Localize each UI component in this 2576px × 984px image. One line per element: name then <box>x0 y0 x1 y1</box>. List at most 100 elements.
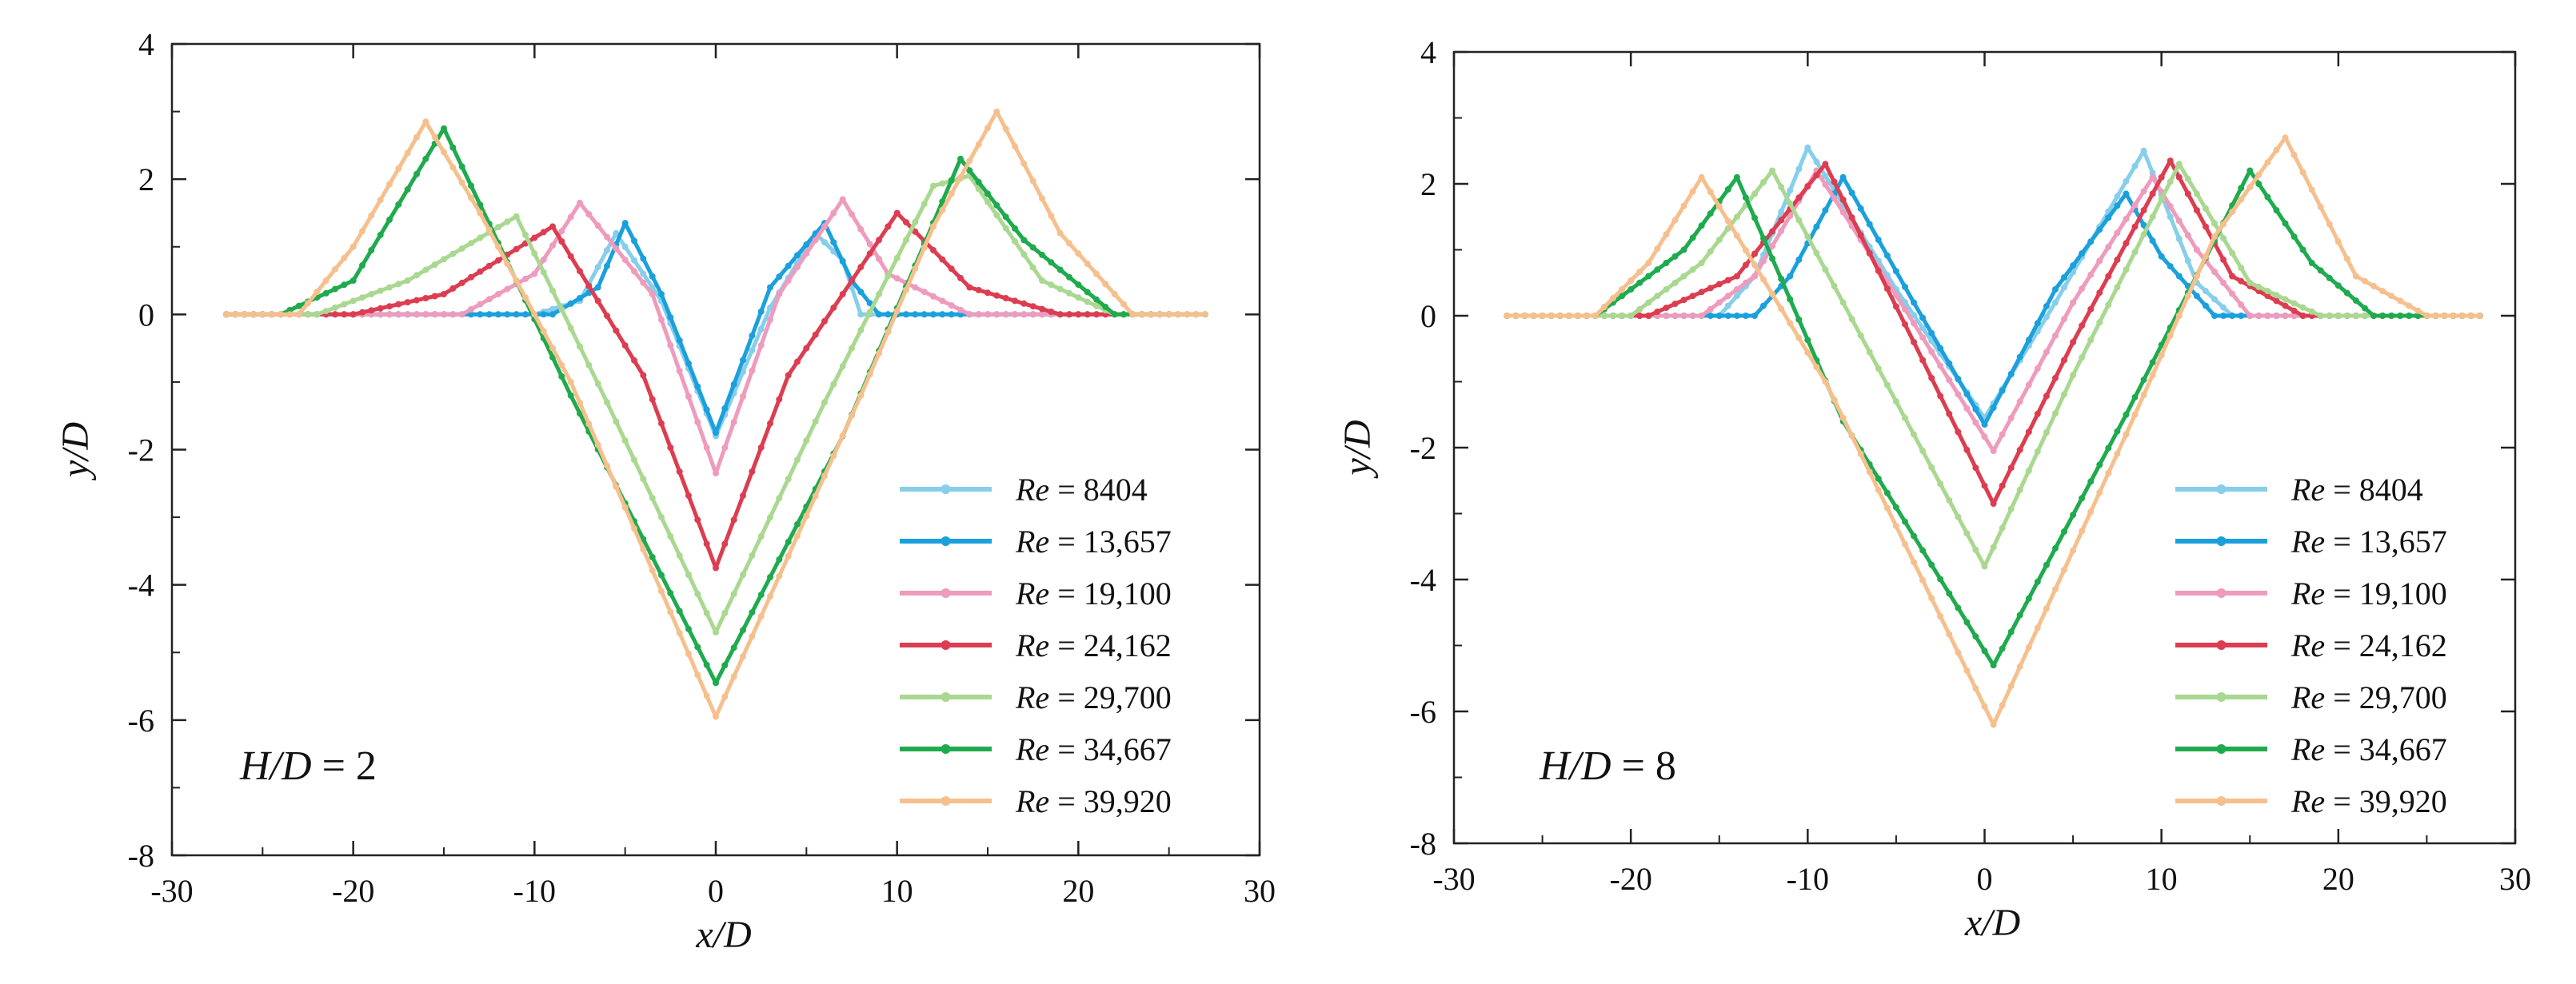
data-point <box>495 311 501 318</box>
data-point <box>2123 431 2130 438</box>
data-point <box>966 157 973 165</box>
data-point <box>2308 308 2315 315</box>
data-point <box>2211 233 2218 240</box>
data-point <box>1831 178 1838 185</box>
legend-re-value: = 34,667 <box>2325 731 2447 767</box>
data-point <box>948 311 955 318</box>
data-point <box>1911 299 1917 306</box>
data-point <box>431 293 438 300</box>
data-point <box>1012 143 1018 150</box>
data-point <box>885 273 892 280</box>
data-point <box>1148 311 1154 318</box>
data-point <box>966 311 973 318</box>
data-point <box>993 311 1000 318</box>
data-point <box>1919 325 1927 332</box>
data-point <box>1724 313 1731 319</box>
data-point <box>1937 480 1944 488</box>
data-point <box>1760 257 1767 265</box>
data-point <box>1039 305 1045 313</box>
data-point <box>749 347 756 354</box>
data-point <box>1093 302 1100 309</box>
data-point <box>2203 205 2209 212</box>
data-point <box>513 245 520 253</box>
data-point <box>359 228 365 235</box>
data-point <box>2052 299 2059 306</box>
data-point <box>1627 277 1635 284</box>
data-point <box>912 218 919 225</box>
data-point <box>1778 184 1785 191</box>
data-point <box>594 441 601 448</box>
data-point <box>866 250 873 257</box>
data-point <box>504 311 511 318</box>
data-point <box>2299 169 2306 176</box>
data-point <box>1778 217 1785 224</box>
legend-marker <box>2216 744 2227 754</box>
data-point <box>2273 297 2280 305</box>
data-point <box>458 245 465 252</box>
data-point <box>1029 264 1036 271</box>
data-point <box>431 311 438 318</box>
data-point <box>1680 313 1687 319</box>
data-point <box>377 197 384 204</box>
data-point <box>830 209 837 217</box>
data-point <box>2034 624 2041 631</box>
data-point <box>857 289 865 296</box>
data-point <box>2096 226 2103 233</box>
data-point <box>449 250 457 257</box>
data-point <box>368 247 375 253</box>
data-point <box>1029 244 1036 251</box>
data-point <box>604 399 610 406</box>
data-point <box>1654 293 1661 300</box>
data-point <box>1822 181 1829 188</box>
data-point <box>1839 196 1847 203</box>
data-point <box>1102 304 1109 310</box>
data-point <box>1663 313 1670 319</box>
data-point <box>730 380 737 388</box>
data-point <box>1075 250 1082 257</box>
data-point <box>1892 292 1899 299</box>
data-point <box>2070 339 2077 345</box>
data-point <box>1857 450 1864 457</box>
data-point <box>767 514 773 521</box>
data-point <box>540 256 547 263</box>
data-point <box>567 392 574 399</box>
data-point <box>2149 372 2156 379</box>
data-point <box>785 372 792 379</box>
hd-annotation: H/D = 2 <box>239 743 377 789</box>
data-point <box>1902 305 1908 313</box>
data-point <box>703 692 710 699</box>
data-point <box>694 419 701 426</box>
data-point <box>676 468 683 475</box>
data-point <box>1795 194 1803 201</box>
data-point <box>767 592 773 600</box>
data-point <box>1778 209 1785 216</box>
data-point <box>386 284 393 291</box>
data-point <box>2123 266 2130 273</box>
data-point <box>1111 291 1118 297</box>
data-point <box>776 572 783 580</box>
data-point <box>1733 173 1740 181</box>
data-point <box>1075 294 1082 301</box>
data-point <box>1002 225 1009 232</box>
data-point <box>1689 293 1696 300</box>
x-tick-label: -10 <box>513 873 556 909</box>
data-point <box>1093 296 1100 303</box>
data-point <box>458 311 465 318</box>
data-point <box>785 552 792 560</box>
data-point <box>2476 313 2483 319</box>
data-point <box>341 311 348 318</box>
data-point <box>2423 313 2430 319</box>
data-point <box>2229 273 2236 280</box>
data-point <box>594 380 601 387</box>
data-point <box>2158 341 2165 349</box>
data-point <box>2034 448 2041 455</box>
data-point <box>1184 311 1191 318</box>
data-point <box>2016 353 2023 361</box>
data-point <box>1663 260 1670 266</box>
data-point <box>2184 232 2191 239</box>
data-point <box>1892 504 1899 511</box>
data-point <box>2290 313 2298 319</box>
data-point <box>1056 311 1064 318</box>
data-point <box>558 228 565 235</box>
data-point <box>395 311 402 318</box>
